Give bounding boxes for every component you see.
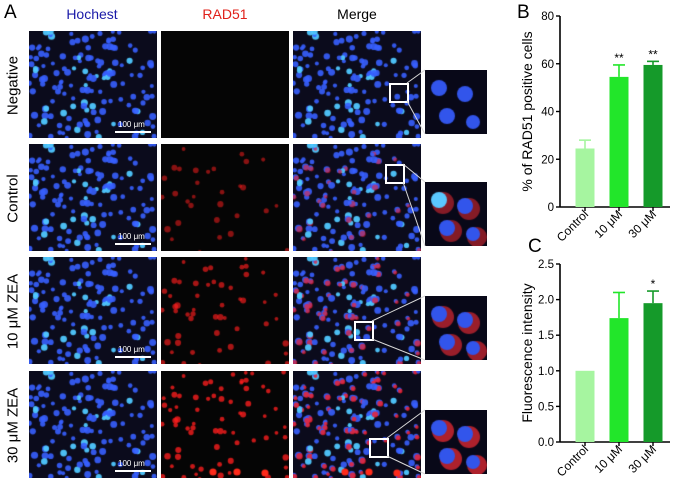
y-tick-label: 0.0	[538, 437, 554, 449]
y-axis-title: Fluorescence intensity	[520, 283, 535, 422]
y-tick-label: 20	[541, 154, 554, 166]
roi-box-negative	[389, 83, 409, 103]
bar-1	[609, 318, 629, 442]
roi-box-control	[385, 164, 405, 184]
bar-2	[643, 303, 663, 442]
bar-2	[643, 64, 663, 207]
zoom-inset-negative	[425, 70, 487, 134]
panel-letter-b: B	[517, 2, 530, 23]
panel-letter-a: A	[4, 2, 17, 23]
y-axis-title: % of RAD51 positive cells	[520, 31, 535, 191]
significance-mark: *	[651, 277, 656, 291]
column-header-merge: Merge	[337, 6, 377, 22]
micrograph-30um-zea-hochest: 100 μm	[29, 371, 157, 478]
micrograph-control-hochest: 100 μm	[29, 144, 157, 251]
chart-b-rad51-positive: 0 20 40 60 80 Control ** 10 μM ** 30 μM % of RAD51…	[520, 11, 670, 244]
panel-letter-c: C	[528, 236, 542, 257]
bar-1	[609, 76, 629, 207]
micrograph-10um-zea-rad51	[161, 257, 289, 364]
y-tick-label: 2.5	[538, 259, 554, 271]
micrograph-control-merge	[293, 144, 421, 251]
significance-mark: **	[614, 51, 624, 65]
micrograph-30um-zea-rad51	[161, 371, 289, 478]
y-tick-label: 0.5	[538, 401, 554, 413]
bar-0	[575, 370, 595, 442]
micrograph-10um-zea-hochest: 100 μm	[29, 257, 157, 364]
zoom-inset-30um-zea	[425, 410, 487, 474]
y-tick-label: 1.5	[538, 330, 554, 342]
micrograph-10um-zea-merge	[293, 257, 421, 364]
scale-bar	[115, 356, 151, 358]
scale-bar-label: 100 μm	[118, 459, 145, 468]
x-tick-label: Control	[554, 207, 591, 244]
scale-bar-label: 100 μm	[118, 345, 145, 354]
x-tick-label: Control	[554, 442, 591, 479]
significance-mark: **	[648, 47, 658, 61]
scale-bar-label: 100 μm	[118, 120, 145, 129]
micrograph-control-rad51	[161, 144, 289, 251]
chart-c-fluorescence-intensity: 0.0 0.5 1.0 1.5 2.0 2.5 Control 10 μM * 30 μM Fluo…	[520, 259, 670, 479]
x-tick-label: 10 μM	[591, 207, 625, 241]
roi-box-10um-zea	[354, 321, 374, 341]
zoom-inset-10um-zea	[425, 296, 487, 360]
micrograph-negative-hochest: 100 μm	[29, 31, 157, 138]
y-tick-label: 40	[541, 107, 554, 119]
x-tick-label: 10 μM	[591, 442, 625, 476]
y-tick-label: 1.0	[538, 366, 554, 378]
y-tick-label: 80	[541, 11, 554, 23]
bar-0	[575, 148, 595, 207]
y-tick-label: 60	[541, 59, 554, 71]
scale-bar	[115, 470, 151, 472]
column-header-rad51: RAD51	[202, 6, 248, 22]
scale-bar	[115, 243, 151, 245]
zoom-inset-control	[425, 182, 487, 246]
column-header-hochest: Hochest	[66, 6, 118, 22]
scale-bar	[115, 131, 151, 133]
micrograph-negative-rad51	[161, 31, 289, 138]
micrograph-30um-zea-merge	[293, 371, 421, 478]
roi-box-30um-zea	[369, 438, 389, 458]
scale-bar-label: 100 μm	[118, 232, 145, 241]
x-tick-label: 30 μM	[625, 442, 659, 476]
y-tick-label: 0	[548, 202, 554, 214]
x-tick-label: 30 μM	[625, 207, 659, 241]
y-tick-label: 2.0	[538, 295, 554, 307]
